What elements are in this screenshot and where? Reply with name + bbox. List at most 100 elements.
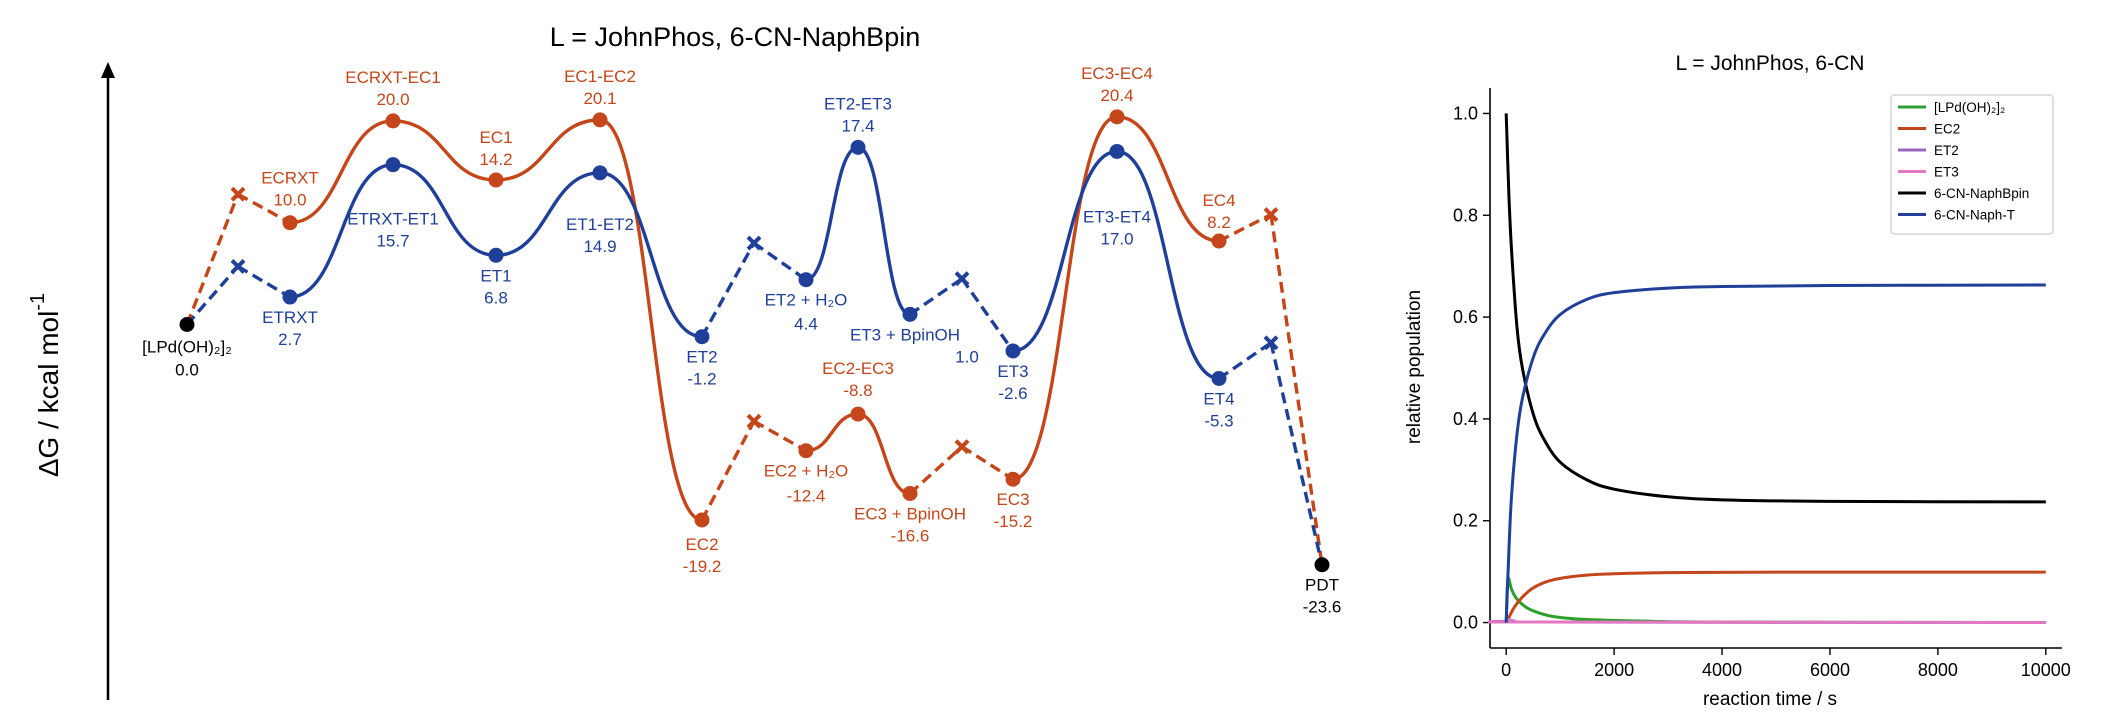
energy-value-et3-et4: 17.0 bbox=[1100, 229, 1133, 248]
energy-segment-ec-ec3-ec4-to-ec4 bbox=[1116, 115, 1220, 243]
energy-value-ec3-ec4: 20.4 bbox=[1100, 86, 1133, 105]
energy-value-ec1-ec2: 20.1 bbox=[583, 89, 616, 108]
energy-label-ec2-ec3: EC2-EC3 bbox=[822, 359, 894, 378]
energy-label-ecrxt-ec1: ECRXT-EC1 bbox=[345, 68, 440, 87]
energy-marker-etrxt-et1 bbox=[385, 157, 401, 173]
energy-segment-ec-ec2w-to-ec2-ec3 bbox=[805, 412, 859, 453]
energy-curves bbox=[185, 115, 1324, 566]
energy-segment-et-et4-ts-to-pdt bbox=[1269, 342, 1324, 566]
energy-label-pdt: PDT bbox=[1305, 576, 1339, 595]
energy-marker-et1 bbox=[488, 247, 504, 263]
energy-marker-et3-et4 bbox=[1109, 143, 1125, 159]
energy-marker-et2-et3 bbox=[850, 139, 866, 155]
energy-segment-ec-ec3-to-ec3-ec4 bbox=[1012, 115, 1118, 481]
energy-segment-ec-ecrxt-to-ecrxt-ec1 bbox=[289, 119, 394, 225]
energy-markers bbox=[179, 109, 1330, 573]
energy-segment-et-et3b-ts-to-et3 bbox=[960, 277, 1015, 352]
energy-label-et2-et3: ET2-ET3 bbox=[824, 94, 892, 113]
energy-segment-et-et2w-to-et2-et3 bbox=[805, 145, 859, 282]
chart-x-tick-label: 8000 bbox=[1918, 660, 1958, 680]
energy-marker-ec3-ec4 bbox=[1109, 109, 1125, 125]
energy-marker-ec3 bbox=[1005, 471, 1021, 487]
energy-segment-ec-ec1-ec2-to-ec2 bbox=[599, 118, 703, 522]
energy-label-et1: ET1 bbox=[480, 266, 511, 285]
energy-value-etrxt: 2.7 bbox=[278, 330, 302, 349]
energy-label-et1-et2: ET1-ET2 bbox=[566, 215, 634, 234]
legend-label-6-cn-naph-t: 6-CN-Naph-T bbox=[1934, 208, 2015, 223]
energy-marker-ecrxt bbox=[282, 215, 298, 231]
energy-marker-ec1 bbox=[488, 172, 504, 188]
energy-value-et2w: 4.4 bbox=[794, 315, 818, 334]
energy-label-ec1: EC1 bbox=[479, 128, 512, 147]
energy-segment-ec-ec3b-to-ec3b-ts bbox=[908, 445, 964, 495]
energy-marker-et2w bbox=[798, 272, 814, 288]
legend-label-et2: ET2 bbox=[1934, 143, 1959, 158]
energy-label-et2: ET2 bbox=[686, 348, 717, 367]
chart-x-tick-label: 0 bbox=[1501, 660, 1511, 680]
chart-series bbox=[1487, 113, 2046, 625]
energy-value-lpd: 0.0 bbox=[175, 361, 199, 380]
energy-segment-ec-lpd-to-ecrxt-ts bbox=[185, 193, 240, 326]
energy-marker-ec2w bbox=[798, 443, 814, 459]
energy-value-et1-et2: 14.9 bbox=[583, 237, 616, 256]
energy-marker-et2w-ts bbox=[746, 235, 762, 251]
legend-label-et3: ET3 bbox=[1934, 165, 1959, 180]
energy-marker-et4 bbox=[1211, 370, 1227, 386]
energy-segment-ec-ecrxt-ts-to-ecrxt bbox=[237, 192, 291, 225]
energy-diagram-title: L = JohnPhos, 6-CN-NaphBpin bbox=[550, 22, 920, 52]
energy-label-ec4: EC4 bbox=[1202, 191, 1235, 210]
energy-value-ec3: -15.2 bbox=[994, 512, 1033, 531]
energy-value-ec2: -19.2 bbox=[683, 557, 722, 576]
legend-label-6-cn-naphbpin: 6-CN-NaphBpin bbox=[1934, 186, 2029, 201]
chart-y-tick-label: 0.4 bbox=[1453, 409, 1478, 429]
energy-value-pdt: -23.6 bbox=[1303, 598, 1342, 617]
energy-marker-et3b-ts bbox=[954, 271, 970, 287]
energy-marker-et3 bbox=[1005, 343, 1021, 359]
energy-value-ec3b: -16.6 bbox=[891, 526, 930, 545]
chart-y-tick-label: 0.6 bbox=[1453, 307, 1478, 327]
energy-label-et3b: ET3 + BpinOH bbox=[850, 325, 960, 344]
energy-segment-ec-ecrxt-ec1-to-ec1 bbox=[392, 119, 497, 182]
chart-y-tick-label: 0.8 bbox=[1453, 205, 1478, 225]
energy-label-et4: ET4 bbox=[1203, 389, 1234, 408]
energy-segment-et-etrxt-ts-to-etrxt bbox=[237, 265, 291, 299]
energy-label-ec3b: EC3 + BpinOH bbox=[854, 504, 966, 523]
energy-marker-ec3b-ts bbox=[954, 439, 970, 455]
energy-marker-et4-ts bbox=[1263, 335, 1279, 351]
energy-segment-et-et2-et3-to-et3b bbox=[857, 145, 911, 317]
energy-marker-ec3b bbox=[902, 485, 918, 501]
energy-segment-et-etrxt-et1-to-et1 bbox=[392, 162, 497, 257]
energy-axis-arrow bbox=[101, 62, 115, 78]
energy-label-etrxt-et1: ETRXT-ET1 bbox=[347, 210, 439, 229]
energy-label-ec3: EC3 bbox=[996, 490, 1029, 509]
series-line-6-cn-naphbpin bbox=[1504, 113, 2046, 504]
energy-value-etrxt-et1: 15.7 bbox=[376, 232, 409, 251]
energy-segment-ec-ec1-to-ec1-ec2 bbox=[495, 118, 601, 182]
chart-y-tick-label: 1.0 bbox=[1453, 103, 1478, 123]
energy-marker-ec4 bbox=[1211, 233, 1227, 249]
energy-segment-et-et2w-ts-to-et2w bbox=[753, 241, 807, 282]
energy-marker-ec2 bbox=[694, 512, 710, 528]
chart-ylabel: relative population bbox=[1404, 290, 1425, 444]
chart-x-tick-label: 6000 bbox=[1810, 660, 1850, 680]
chart-x-tick-label: 4000 bbox=[1702, 660, 1742, 680]
legend-box bbox=[1890, 94, 2054, 235]
energy-value-et3: -2.6 bbox=[998, 384, 1027, 403]
energy-marker-etrxt bbox=[282, 289, 298, 305]
energy-value-ec1: 14.2 bbox=[479, 150, 512, 169]
energy-label-ec2: EC2 bbox=[685, 535, 718, 554]
chart-x-tick-label: 2000 bbox=[1594, 660, 1634, 680]
energy-label-lpd: [LPd(OH)₂]₂ bbox=[142, 338, 232, 357]
energy-value-et3b: 1.0 bbox=[955, 347, 979, 366]
chart-xlabel: reaction time / s bbox=[1703, 689, 1837, 710]
energy-marker-ecrxt-ec1 bbox=[385, 113, 401, 129]
series-line-6-cn-naph-t bbox=[1504, 283, 2046, 623]
energy-label-ecrxt: ECRXT bbox=[261, 169, 319, 188]
series-line-lpd-oh bbox=[1504, 576, 2046, 625]
energy-segment-ec-ec2-ec3-to-ec3b bbox=[857, 412, 911, 496]
energy-value-et1: 6.8 bbox=[484, 288, 508, 307]
energy-marker-ec4-ts bbox=[1263, 207, 1279, 222]
energy-segment-et-et3-et4-to-et4 bbox=[1116, 149, 1220, 381]
energy-diagram-panel: L = JohnPhos, 6-CN-NaphBpin ΔG / kcal mo… bbox=[27, 22, 1341, 700]
energy-marker-et1-et2 bbox=[592, 165, 608, 181]
